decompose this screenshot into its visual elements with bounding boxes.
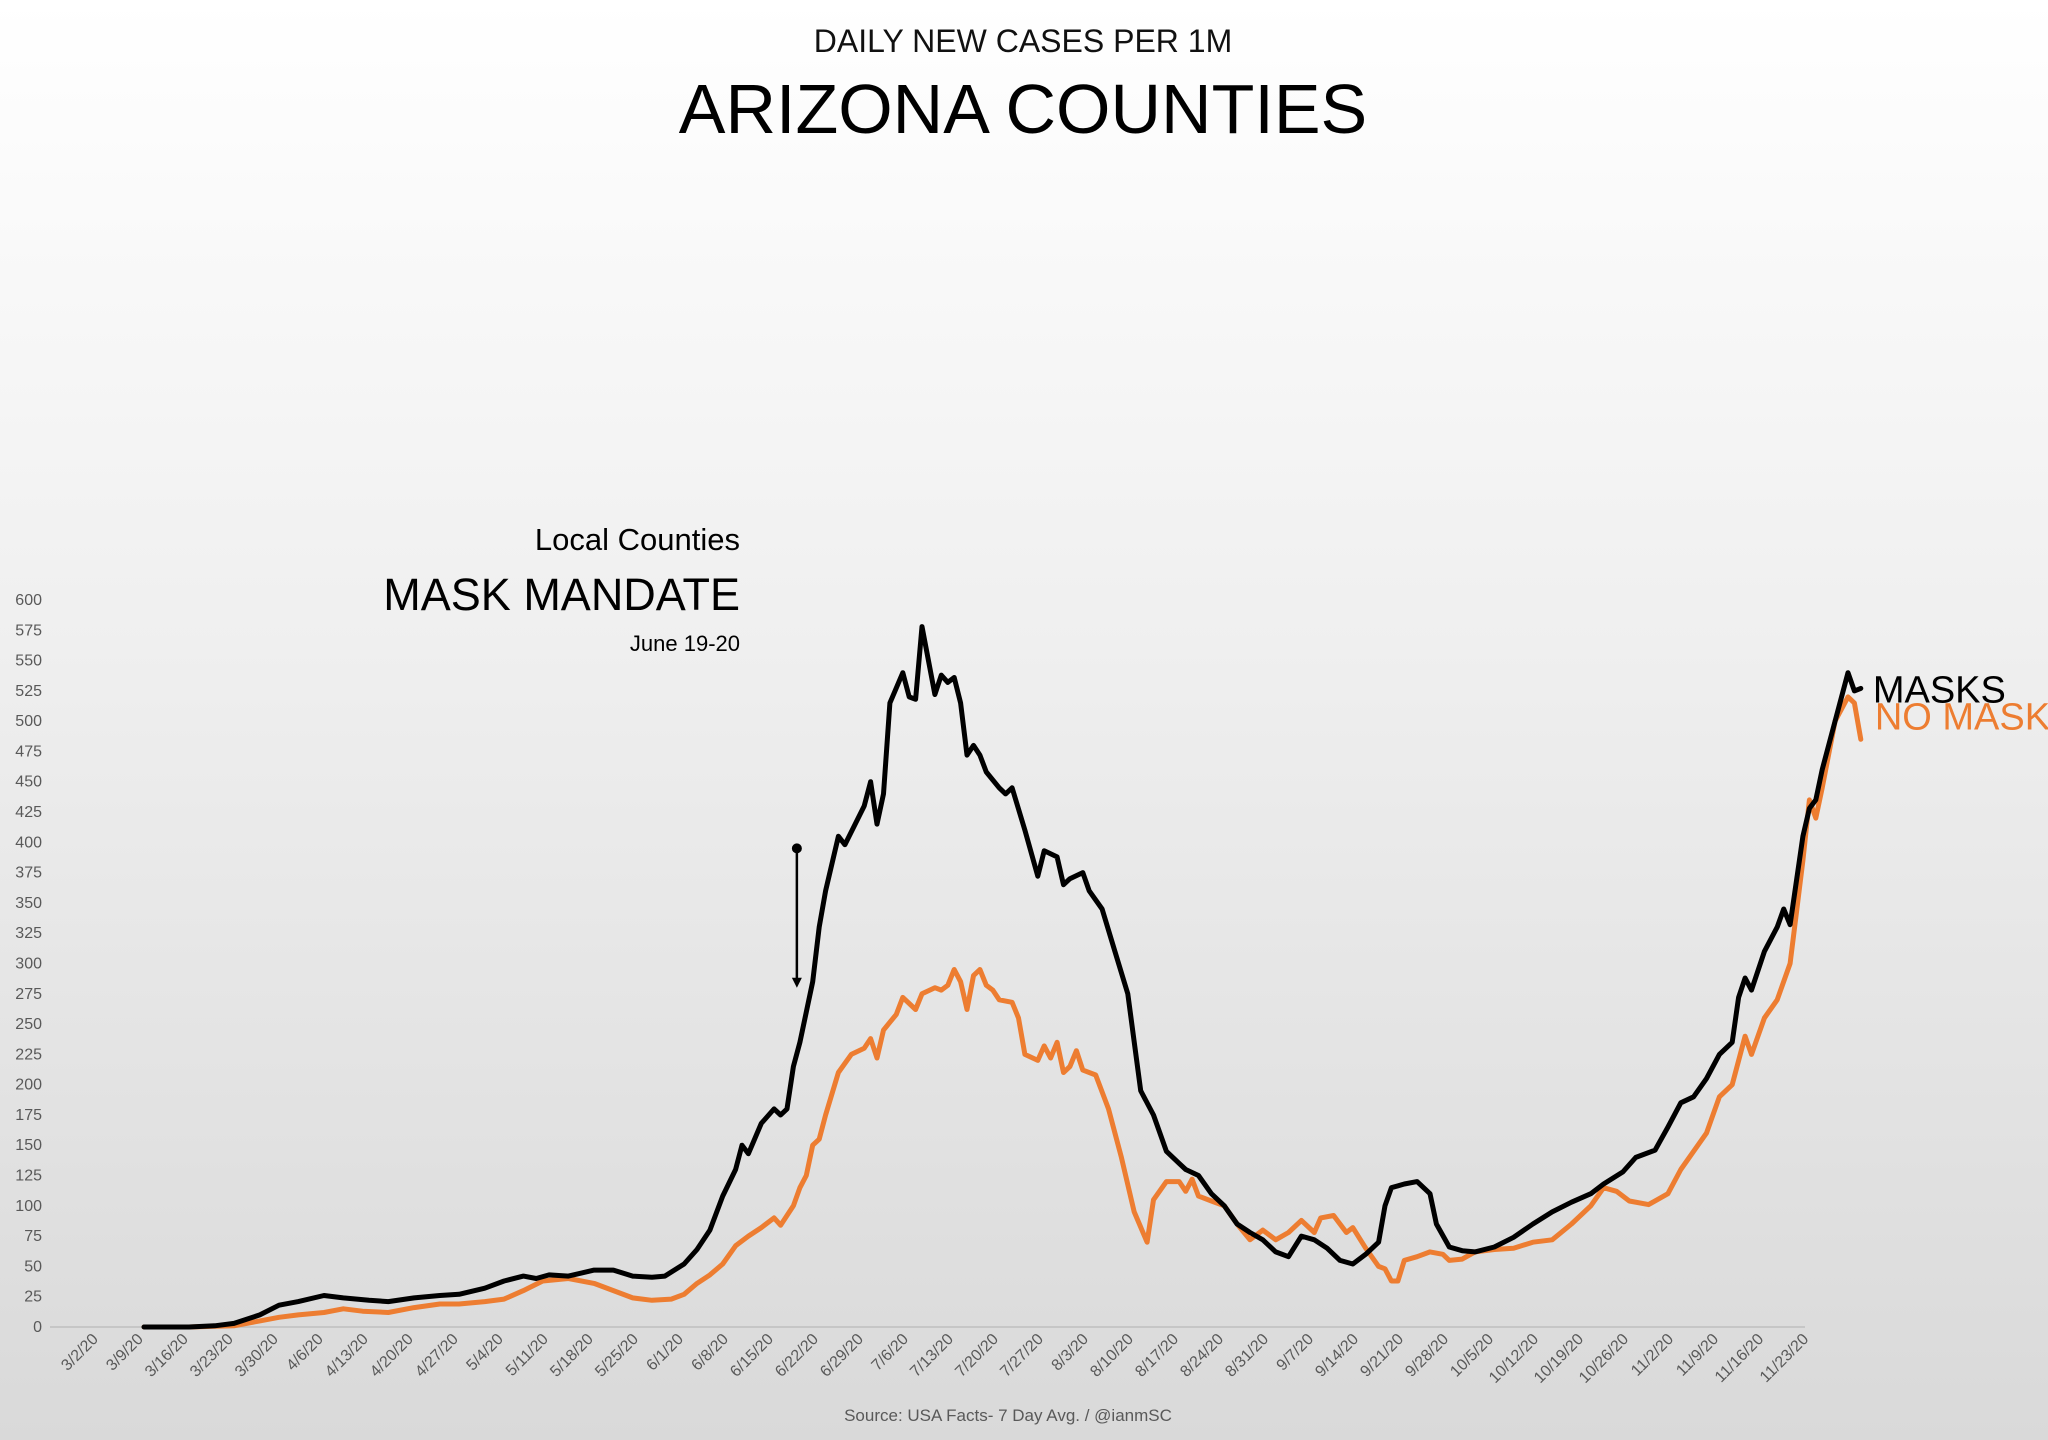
x-tick-label: 4/27/20: [412, 1331, 462, 1381]
y-axis: 0 25 50 75 100 125 150 175 200 225 250 275 300 325 350…: [15, 592, 42, 1336]
x-tick-label: 9/21/20: [1357, 1331, 1407, 1381]
series-line-no-masks: [141, 694, 1864, 1330]
x-axis: 3/2/20 3/9/203/16/203/23/203/30/20 4/6/204…: [58, 1331, 1812, 1387]
x-tick-label: 10/26/20: [1576, 1331, 1632, 1387]
x-tick-label: 6/8/20: [688, 1331, 732, 1375]
mask-mandate-annotation: Local Counties MASK MANDATE June 19-20: [383, 522, 802, 988]
x-tick-label: 7/20/20: [952, 1331, 1002, 1381]
y-tick-label: 375: [15, 865, 42, 882]
x-tick-label: 9/7/20: [1274, 1331, 1318, 1375]
y-tick-label: 550: [15, 653, 42, 670]
y-tick-label: 225: [15, 1046, 42, 1063]
x-tick-label: 9/28/20: [1402, 1331, 1452, 1381]
x-tick-label: 4/20/20: [367, 1331, 417, 1381]
y-tick-label: 475: [15, 743, 42, 760]
x-tick-label: 5/18/20: [547, 1331, 597, 1381]
x-tick-label: 5/4/20: [463, 1331, 507, 1375]
y-tick-label: 275: [15, 986, 42, 1003]
annotation-date-range: June 19-20: [630, 631, 740, 656]
x-tick-label: 8/10/20: [1087, 1331, 1137, 1381]
x-tick-label: 6/15/20: [727, 1331, 777, 1381]
source-note: Source: USA Facts- 7 Day Avg. / @ianmSC: [844, 1406, 1172, 1425]
x-tick-label: 3/30/20: [232, 1331, 282, 1381]
x-tick-label: 9/14/20: [1312, 1331, 1362, 1381]
y-tick-label: 150: [15, 1137, 42, 1154]
y-tick-label: 400: [15, 834, 42, 851]
x-tick-label: 7/6/20: [869, 1331, 913, 1375]
y-tick-label: 425: [15, 804, 42, 821]
x-tick-label: 7/13/20: [907, 1331, 957, 1381]
x-tick-label: 6/1/20: [643, 1331, 687, 1375]
y-tick-label: 0: [33, 1319, 42, 1336]
series-label-no-masks: NO MASKS: [1875, 696, 2048, 738]
y-tick-label: 575: [15, 622, 42, 639]
x-tick-label: 8/24/20: [1177, 1331, 1227, 1381]
x-tick-label: 8/31/20: [1222, 1331, 1272, 1381]
x-tick-label: 4/13/20: [322, 1331, 372, 1381]
y-tick-label: 325: [15, 925, 42, 942]
y-tick-label: 125: [15, 1168, 42, 1185]
y-tick-label: 25: [24, 1289, 42, 1306]
y-tick-label: 50: [24, 1258, 42, 1275]
x-tick-label: 11/23/20: [1757, 1331, 1812, 1386]
x-tick-label: 6/22/20: [772, 1331, 822, 1381]
y-tick-label: 500: [15, 713, 42, 730]
chart-subtitle: DAILY NEW CASES PER 1M: [814, 23, 1232, 59]
annotation-arrow-head: [791, 977, 802, 988]
annotation-arrow-dot: [791, 843, 802, 854]
annotation-local-counties: Local Counties: [535, 522, 740, 557]
x-tick-label: 8/3/20: [1049, 1331, 1093, 1375]
x-tick-label: 6/29/20: [817, 1331, 867, 1381]
x-tick-label: 3/23/20: [187, 1331, 237, 1381]
y-tick-label: 525: [15, 683, 42, 700]
series-line-masks: [141, 624, 1864, 1330]
y-tick-label: 200: [15, 1077, 42, 1094]
x-tick-label: 8/17/20: [1132, 1331, 1182, 1381]
y-tick-label: 75: [24, 1228, 42, 1245]
series-label-masks: MASKS: [1873, 669, 2006, 711]
x-tick-label: 11/2/20: [1628, 1331, 1677, 1380]
y-tick-label: 100: [15, 1198, 42, 1215]
chart-title: ARIZONA COUNTIES: [679, 70, 1367, 148]
annotation-mask-mandate: MASK MANDATE: [383, 569, 740, 620]
x-tick-label: 3/16/20: [142, 1331, 192, 1381]
x-tick-label: 5/11/20: [503, 1331, 552, 1380]
series-layer: [141, 624, 1864, 1330]
y-tick-label: 175: [15, 1107, 42, 1124]
x-tick-label: 7/27/20: [997, 1331, 1047, 1381]
x-tick-label: 4/6/20: [283, 1331, 327, 1375]
x-tick-label: 11/16/20: [1712, 1331, 1767, 1386]
y-tick-label: 450: [15, 774, 42, 791]
y-tick-label: 600: [15, 592, 42, 609]
x-tick-label: 3/9/20: [103, 1331, 147, 1375]
y-tick-label: 300: [15, 955, 42, 972]
x-tick-label: 5/25/20: [592, 1331, 642, 1381]
x-tick-label: 3/2/20: [58, 1331, 102, 1375]
y-tick-label: 350: [15, 895, 42, 912]
y-tick-label: 250: [15, 1016, 42, 1033]
